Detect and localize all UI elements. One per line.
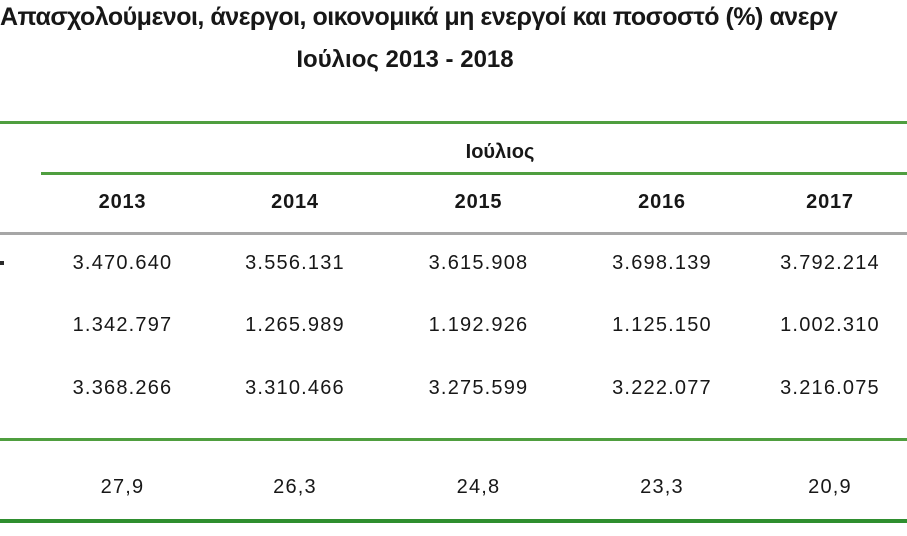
- table-row: 3.470.640 3.556.131 3.615.908 3.698.139 …: [0, 250, 907, 276]
- clipped-label-column: [0, 375, 41, 401]
- table-row-unemployment-rate: 27,9 26,3 24,8 23,3 20,9: [0, 474, 907, 500]
- year-header-2014: 2014: [271, 191, 319, 213]
- data-cell: 23,3: [640, 476, 684, 498]
- data-cell: 3.368.266: [72, 377, 173, 399]
- data-cell: 3.275.599: [428, 377, 529, 399]
- year-header-2015: 2015: [454, 191, 503, 213]
- data-cell: 1.192.926: [428, 314, 529, 336]
- page-subtitle: Ιούλιος 2013 - 2018: [296, 46, 514, 73]
- data-cell: 1.125.150: [612, 314, 712, 336]
- data-cell: 27,9: [100, 476, 145, 498]
- year-header-2013: 2013: [98, 191, 147, 213]
- year-header-row: 2013 2014 2015 2016 2017: [0, 189, 907, 215]
- page-title: Απασχολούμενοι, άνεργοι, οικονομικά μη ε…: [0, 3, 838, 31]
- data-cell: 3.216.075: [780, 377, 880, 399]
- data-cell: 1.342.797: [72, 314, 173, 336]
- data-cell: 1.265.989: [245, 314, 345, 336]
- group-header-underline: [41, 172, 907, 175]
- table-row: 1.342.797 1.265.989 1.192.926 1.125.150 …: [0, 312, 907, 338]
- table-bottom-border: [0, 519, 907, 523]
- data-cell: 3.556.131: [245, 252, 345, 274]
- clipped-label-column: [0, 189, 41, 215]
- clipped-label-column: [0, 250, 41, 276]
- section-separator-line: [0, 438, 907, 441]
- year-header-2016: 2016: [638, 191, 686, 213]
- year-header-2017: 2017: [806, 191, 854, 213]
- data-cell: 3.222.077: [612, 377, 712, 399]
- data-cell: 26,3: [273, 476, 317, 498]
- clipped-row-label-fragment: [0, 261, 4, 265]
- data-cell: 20,9: [808, 476, 852, 498]
- table-top-border: [0, 121, 907, 124]
- data-cell: 24,8: [456, 476, 501, 498]
- column-group-header: Ιούλιος: [465, 141, 535, 163]
- table-row: 3.368.266 3.310.466 3.275.599 3.222.077 …: [0, 375, 907, 401]
- data-cell: 3.698.139: [612, 252, 712, 274]
- data-cell: 3.310.466: [245, 377, 345, 399]
- data-cell: 3.615.908: [428, 252, 529, 274]
- header-separator-line: [0, 232, 907, 235]
- data-cell: 3.470.640: [72, 252, 173, 274]
- clipped-label-column: [0, 312, 41, 338]
- clipped-label-column: [0, 474, 41, 500]
- data-cell: 3.792.214: [780, 252, 880, 274]
- data-cell: 1.002.310: [780, 314, 880, 336]
